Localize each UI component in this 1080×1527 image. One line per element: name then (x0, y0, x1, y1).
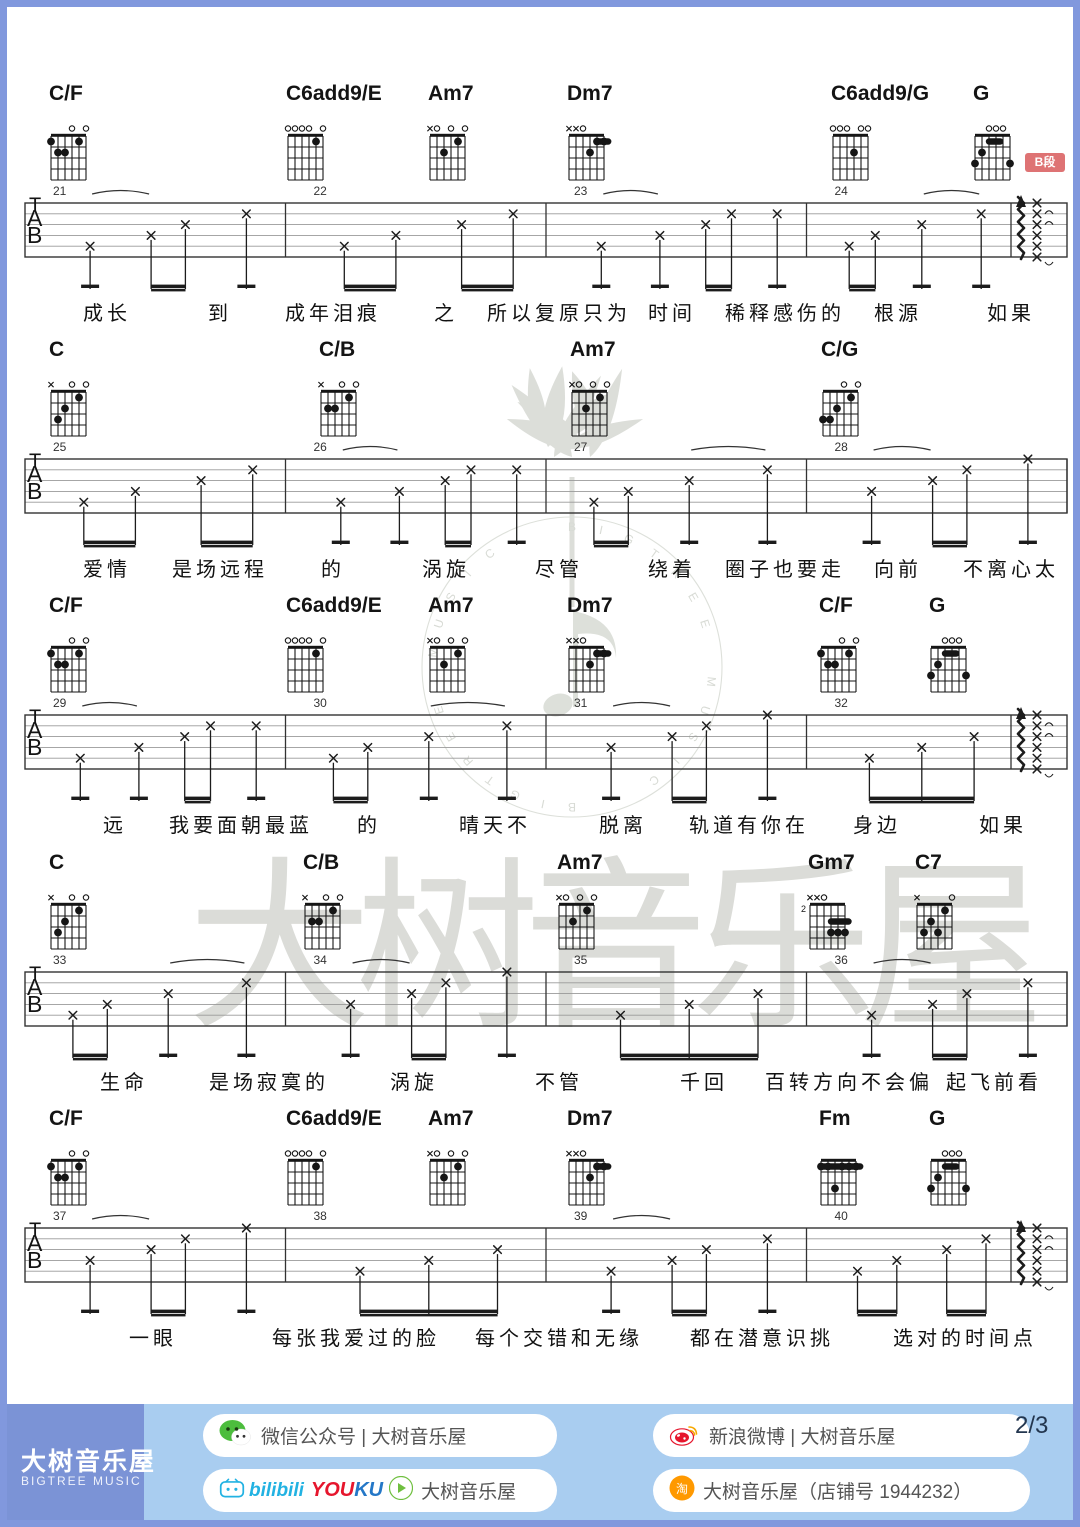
svg-text:30: 30 (314, 696, 328, 710)
svg-text:2: 2 (801, 904, 806, 914)
svg-text:21: 21 (53, 184, 67, 198)
svg-text:28: 28 (835, 440, 849, 454)
svg-text:淘: 淘 (676, 1482, 688, 1496)
svg-text:B: B (27, 222, 42, 248)
svg-text:B: B (27, 1247, 42, 1273)
svg-text:33: 33 (53, 953, 67, 967)
svg-text:27: 27 (574, 440, 588, 454)
svg-text:26: 26 (314, 440, 328, 454)
svg-text:32: 32 (835, 696, 849, 710)
svg-text:B: B (27, 734, 42, 760)
svg-text:40: 40 (835, 1209, 849, 1223)
svg-text:39: 39 (574, 1209, 588, 1223)
svg-text:35: 35 (574, 953, 588, 967)
svg-text:31: 31 (574, 696, 588, 710)
svg-text:36: 36 (835, 953, 849, 967)
svg-text:37: 37 (53, 1209, 67, 1223)
svg-text:23: 23 (574, 184, 588, 198)
svg-text:22: 22 (314, 184, 328, 198)
svg-text:29: 29 (53, 696, 67, 710)
svg-text:38: 38 (314, 1209, 328, 1223)
svg-text:25: 25 (53, 440, 67, 454)
svg-text:B: B (27, 991, 42, 1017)
svg-text:34: 34 (314, 953, 328, 967)
svg-text:B: B (27, 478, 42, 504)
svg-text:24: 24 (835, 184, 849, 198)
